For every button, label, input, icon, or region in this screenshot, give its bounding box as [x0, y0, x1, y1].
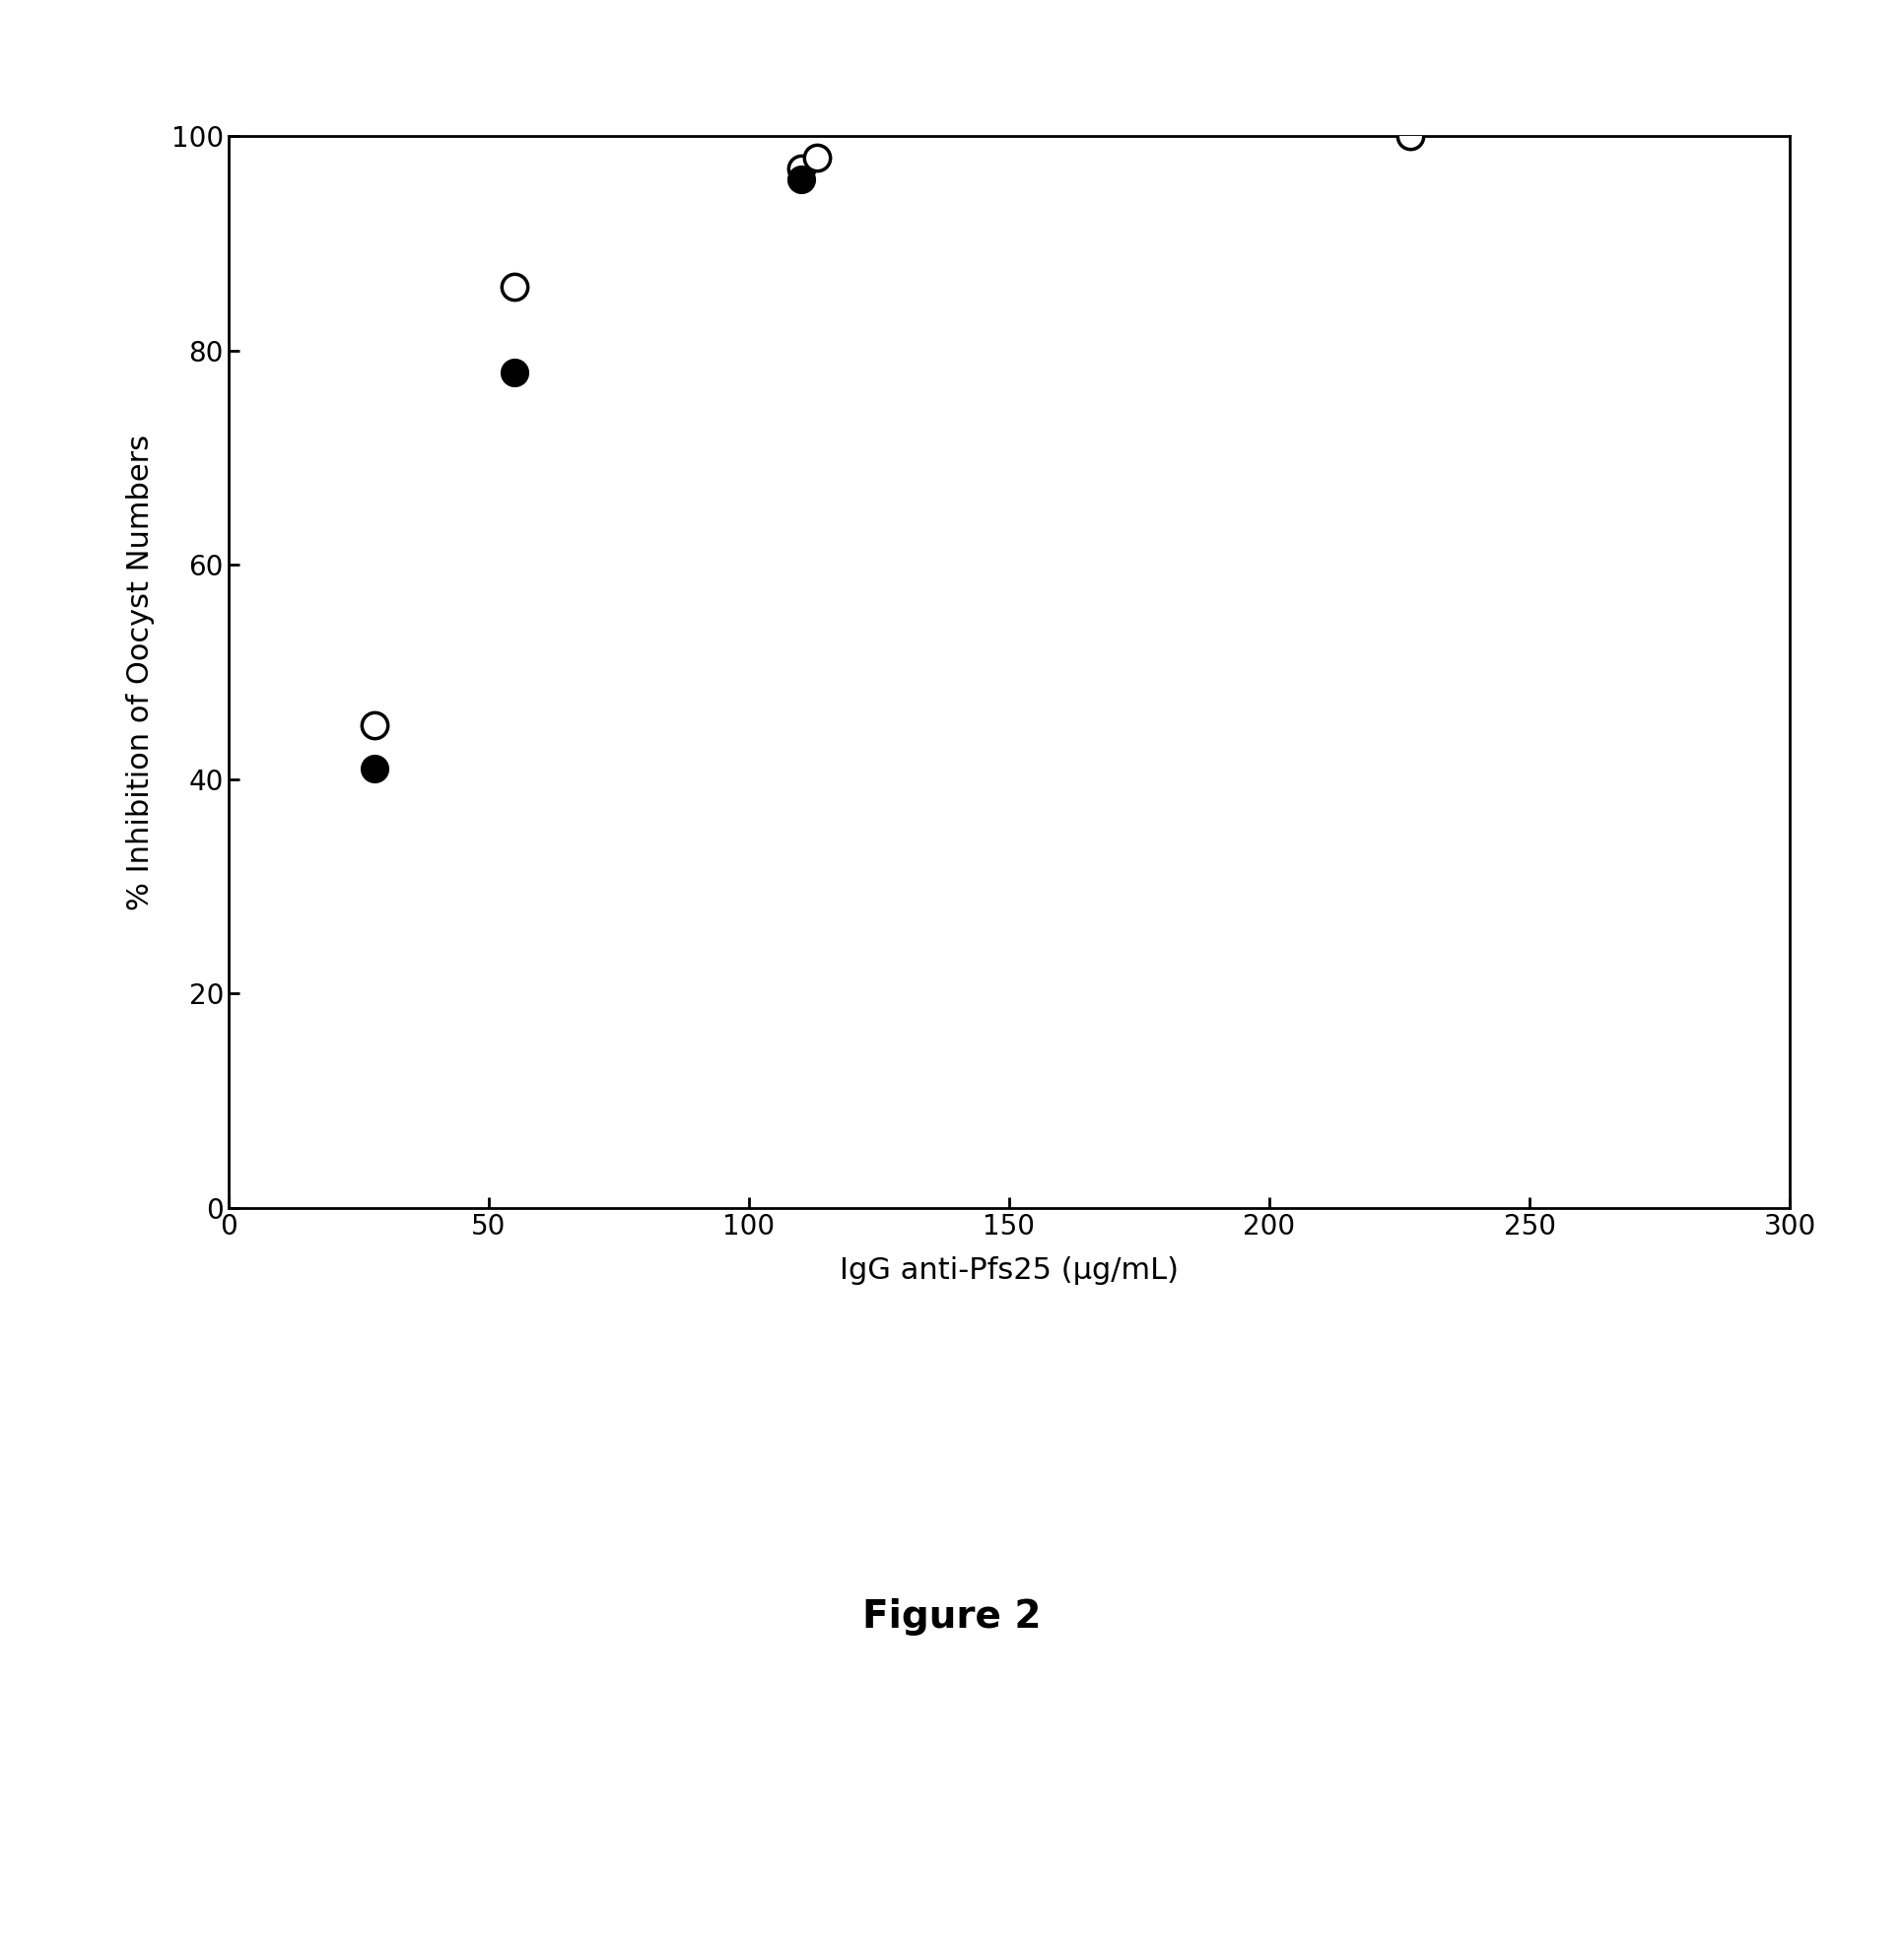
- Point: [1394, 121, 1424, 152]
- Point: [786, 164, 817, 195]
- Point: [360, 709, 390, 740]
- X-axis label: IgG anti-Pfs25 (μg/mL): IgG anti-Pfs25 (μg/mL): [840, 1256, 1179, 1286]
- Y-axis label: % Inhibition of Oocyst Numbers: % Inhibition of Oocyst Numbers: [126, 434, 154, 910]
- Point: [499, 356, 529, 388]
- Point: [786, 152, 817, 183]
- Point: [360, 752, 390, 783]
- Point: [802, 142, 832, 173]
- Point: [499, 271, 529, 302]
- Text: Figure 2: Figure 2: [863, 1597, 1041, 1636]
